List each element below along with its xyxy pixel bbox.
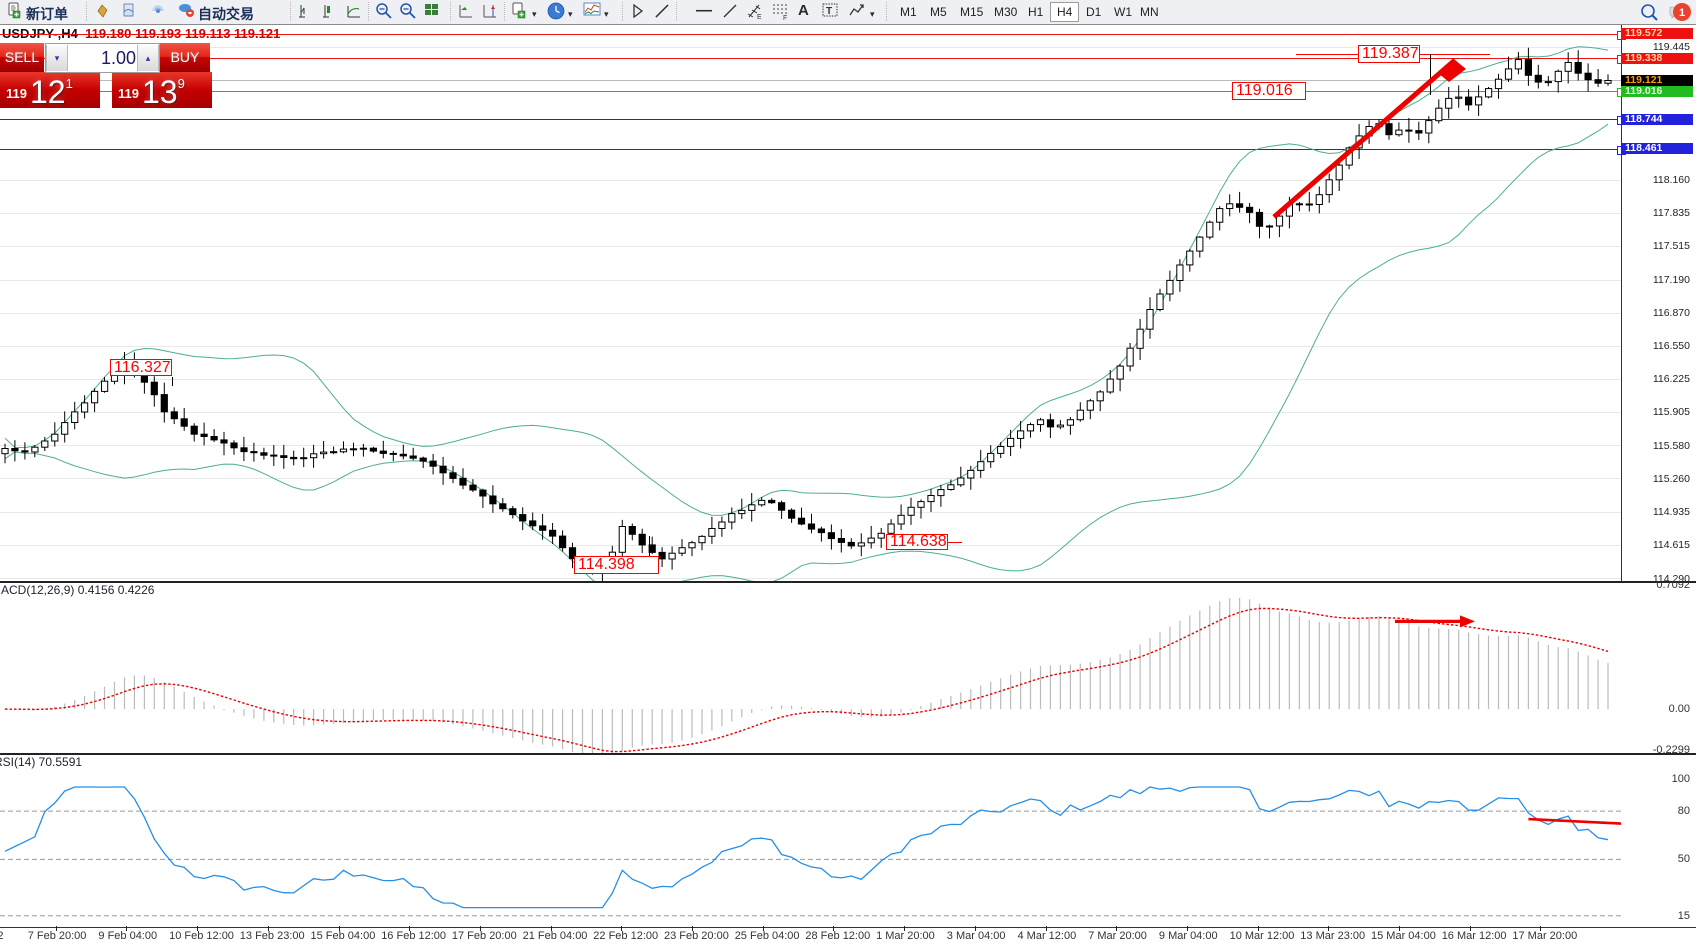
svg-text:F: F [783, 15, 787, 21]
svg-text:E: E [757, 14, 762, 21]
svg-text:T: T [826, 6, 832, 17]
svg-text:1: 1 [1679, 7, 1685, 19]
